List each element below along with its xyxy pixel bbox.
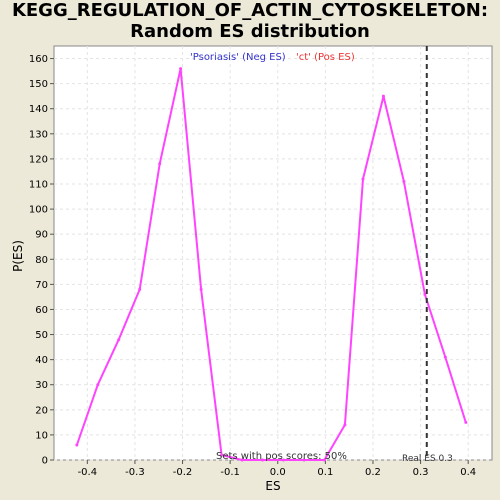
data-point <box>343 423 347 427</box>
legend-neg-es: 'Psoriasis' (Neg ES) <box>190 52 286 63</box>
data-point <box>240 458 244 462</box>
data-point <box>381 94 385 98</box>
chart-title-line-2: Random ES distribution <box>130 21 370 42</box>
series-line <box>75 67 467 461</box>
x-tick-label: -0.4 <box>78 467 98 478</box>
data-point <box>138 287 142 291</box>
x-tick-label: -0.2 <box>173 467 193 478</box>
data-point <box>158 162 162 166</box>
data-point <box>322 458 326 462</box>
grid <box>54 46 492 461</box>
x-tick-label: 0.1 <box>317 467 333 478</box>
x-tick-label: 0.2 <box>365 467 381 478</box>
y-tick-label: 130 <box>29 129 48 140</box>
y-tick-label: 0 <box>42 456 48 467</box>
y-tick-label: 30 <box>35 380 48 391</box>
data-point <box>96 383 100 387</box>
y-tick-label: 20 <box>35 405 48 416</box>
x-tick-label: -0.1 <box>220 467 240 478</box>
chart-title-line-1: KEGG_REGULATION_OF_ACTIN_CYTOSKELETON: <box>11 0 489 21</box>
y-tick-label: 110 <box>29 180 48 191</box>
data-point <box>199 287 203 291</box>
legend-pos-es: 'ct' (Pos ES) <box>296 52 355 63</box>
plot-area <box>53 45 493 461</box>
data-point <box>261 458 265 462</box>
y-tick-label: 50 <box>35 330 48 341</box>
y-tick-label: 60 <box>35 305 48 316</box>
y-tick-label: 70 <box>35 280 48 291</box>
y-tick-label: 140 <box>29 104 48 115</box>
data-point <box>281 458 285 462</box>
y-tick-label: 150 <box>29 79 48 90</box>
y-tick-label: 10 <box>35 430 48 441</box>
y-axis: 0 10 20 30 40 50 60 70 80 90 100 110 120 130 140 150 160 <box>29 54 54 467</box>
x-tick-label: -0.3 <box>125 467 145 478</box>
y-tick-label: 80 <box>35 255 48 266</box>
x-tick-label: 0.0 <box>270 467 286 478</box>
y-tick-label: 100 <box>29 205 48 216</box>
data-point <box>443 355 447 359</box>
data-point <box>220 453 224 457</box>
y-axis-label: P(ES) <box>11 240 25 272</box>
chart-title: KEGG_REGULATION_OF_ACTIN_CYTOSKELETON: R… <box>0 0 500 42</box>
pos-scores-annotation: Sets with pos scores: 50% <box>216 451 347 462</box>
y-tick-label: 40 <box>35 355 48 366</box>
data-point <box>361 177 365 181</box>
data-point <box>117 338 121 342</box>
y-tick-label: 90 <box>35 230 48 241</box>
data-point <box>302 458 306 462</box>
data-point <box>402 179 406 183</box>
data-point <box>423 292 427 296</box>
x-axis-label: ES <box>265 479 280 493</box>
real-es-annotation: Real ES 0.3 <box>402 454 453 464</box>
data-point <box>179 67 183 71</box>
y-tick-label: 120 <box>29 154 48 165</box>
x-tick-label: 0.3 <box>413 467 429 478</box>
x-tick-label: 0.4 <box>460 467 476 478</box>
series-points <box>75 67 468 462</box>
data-point <box>75 443 79 447</box>
x-axis: -0.4 -0.3 -0.2 -0.1 0.0 0.1 0.2 0.3 0.4 <box>78 460 476 478</box>
y-tick-label: 160 <box>29 54 48 65</box>
data-point <box>464 420 468 424</box>
